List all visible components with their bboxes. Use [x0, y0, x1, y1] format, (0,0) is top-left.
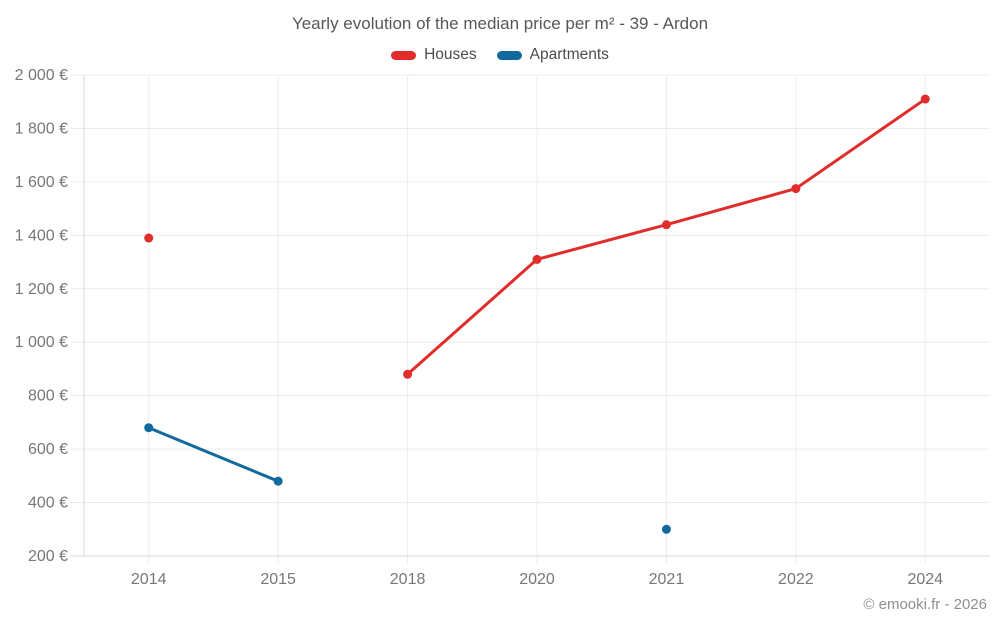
legend: Houses Apartments [0, 46, 1000, 64]
data-point-houses-2020[interactable] [532, 254, 542, 264]
y-axis-tick-label: 1 400 € [15, 227, 68, 244]
x-axis-tick-label: 2018 [390, 571, 426, 588]
data-point-houses-2024[interactable] [920, 94, 930, 104]
legend-label-apartments: Apartments [529, 46, 609, 63]
y-axis-tick-label: 1 600 € [15, 174, 68, 191]
y-axis-tick-label: 2 000 € [15, 67, 68, 84]
y-axis-tick-label: 800 € [28, 388, 68, 405]
legend-item-apartments[interactable]: Apartments [496, 46, 609, 64]
y-axis-tick-label: 1 800 € [15, 120, 68, 137]
data-point-houses-2018[interactable] [403, 369, 413, 379]
y-axis-tick-label: 600 € [28, 441, 68, 458]
x-axis-tick-label: 2015 [260, 571, 296, 588]
series-line-apartments [147, 426, 280, 483]
y-axis-tick-label: 1 000 € [15, 334, 68, 351]
data-point-apartments-2015[interactable] [273, 476, 283, 486]
y-axis-tick-label: 1 200 € [15, 281, 68, 298]
y-axis-tick-label: 200 € [28, 548, 68, 565]
data-point-apartments-2021[interactable] [661, 524, 671, 534]
chart-title: Yearly evolution of the median price per… [291, 14, 709, 33]
apartments-series-swatch-icon [496, 50, 522, 60]
legend-item-houses[interactable]: Houses [391, 46, 477, 64]
data-point-houses-2022[interactable] [791, 184, 801, 194]
x-axis-tick-label: 2021 [649, 571, 685, 588]
x-axis-tick-label: 2024 [907, 571, 943, 588]
watermark: © emooki.fr - 2026 [863, 596, 987, 613]
legend-label-houses: Houses [424, 46, 477, 63]
houses-series-swatch-icon [391, 50, 417, 60]
x-axis-tick-label: 2022 [778, 571, 814, 588]
data-point-houses-2021[interactable] [661, 220, 671, 230]
data-point-apartments-2014[interactable] [144, 423, 154, 433]
x-axis-tick-label: 2014 [131, 571, 167, 588]
x-axis-tick-label: 2020 [519, 571, 555, 588]
y-axis-tick-label: 400 € [28, 495, 68, 512]
data-point-houses-2014[interactable] [144, 233, 154, 243]
